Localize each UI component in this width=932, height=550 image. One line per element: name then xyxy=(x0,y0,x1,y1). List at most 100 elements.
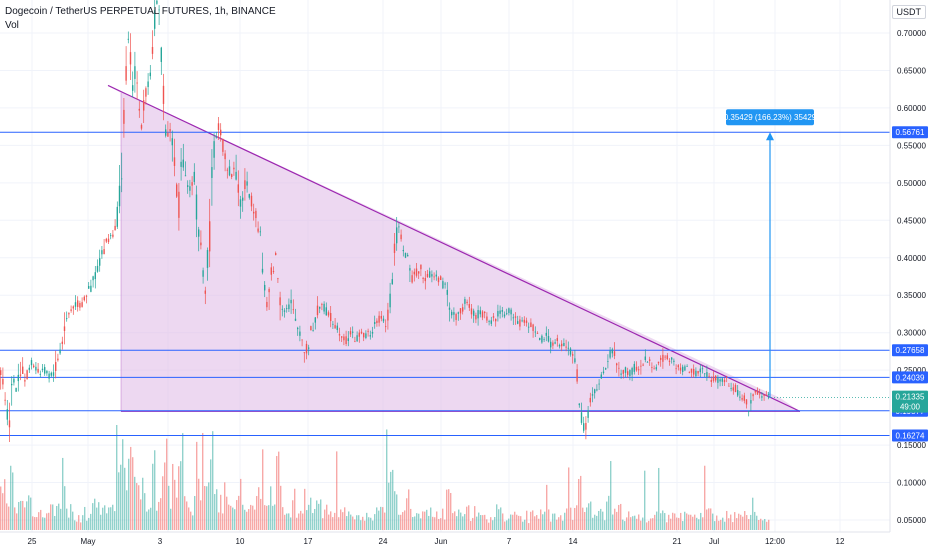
candle-body xyxy=(231,174,233,177)
candle-body xyxy=(479,310,481,315)
candle-body xyxy=(563,342,565,347)
volume-bar xyxy=(648,520,650,530)
candle-body xyxy=(125,66,127,81)
volume-bar xyxy=(494,517,496,530)
candle-body xyxy=(728,385,730,387)
volume-bar xyxy=(592,517,594,530)
volume-bar xyxy=(166,438,168,530)
volume-bar xyxy=(650,518,652,530)
volume-bar xyxy=(212,431,214,530)
candle-body xyxy=(453,312,455,315)
volume-bar xyxy=(550,521,552,530)
candle-body xyxy=(765,394,767,396)
candle-body xyxy=(598,383,600,385)
volume-bar xyxy=(274,504,276,530)
candle-body xyxy=(431,274,433,277)
candle-body xyxy=(301,339,303,341)
volume-bar xyxy=(616,511,618,530)
volume-bar xyxy=(152,463,154,530)
candle-body xyxy=(569,348,572,355)
volume-bar xyxy=(414,516,416,530)
candle-body xyxy=(376,320,378,324)
volume-bar xyxy=(154,450,156,530)
candle-body xyxy=(545,332,547,336)
candle-body xyxy=(347,338,349,341)
candle-body xyxy=(517,321,519,324)
volume-bar xyxy=(722,517,724,530)
candle-body xyxy=(420,264,422,270)
candle-body xyxy=(673,360,675,362)
volume-bar xyxy=(16,513,18,530)
volume-bar xyxy=(318,503,320,530)
volume-bar xyxy=(170,508,172,530)
volume-bar xyxy=(432,516,434,530)
volume-bar xyxy=(112,504,114,530)
candle-body xyxy=(8,420,11,428)
candle-body xyxy=(156,0,158,4)
volume-bar xyxy=(442,508,444,530)
candle-body xyxy=(699,368,701,373)
candle-body xyxy=(200,242,202,246)
volume-bar xyxy=(158,501,160,530)
volume-bar xyxy=(704,465,706,530)
candle-body xyxy=(418,271,420,274)
candle-body xyxy=(147,81,149,88)
volume-bar xyxy=(240,478,242,530)
candle-body xyxy=(583,423,585,431)
candle-body xyxy=(195,194,198,220)
volume-bar xyxy=(44,517,46,530)
volume-bar xyxy=(116,425,118,530)
candle-body xyxy=(277,278,279,280)
volume-bar xyxy=(486,519,488,530)
volume-bar xyxy=(498,509,500,530)
volume-bar xyxy=(540,509,542,530)
volume-bar xyxy=(378,510,380,530)
candle-body xyxy=(708,375,710,377)
candle-body xyxy=(451,311,453,316)
volume-bar xyxy=(636,518,638,530)
candle-body xyxy=(671,357,673,360)
volume-bar xyxy=(182,433,184,530)
candle-body xyxy=(710,380,712,382)
volume-bar xyxy=(520,516,522,530)
candle-body xyxy=(552,342,554,346)
candle-body xyxy=(286,308,288,309)
candle-body xyxy=(528,326,530,328)
x-tick-label: 12:00 xyxy=(765,537,786,546)
candle-body xyxy=(723,379,726,383)
volume-bar xyxy=(370,517,372,530)
candle-body xyxy=(176,184,178,197)
volume-bar xyxy=(766,521,768,530)
candle-body xyxy=(631,368,633,375)
x-tick-label: 14 xyxy=(569,537,578,546)
candle-body xyxy=(391,279,393,285)
volume-bar xyxy=(118,472,120,530)
volume-bar xyxy=(600,508,602,530)
candle-body xyxy=(132,85,134,91)
candle-body xyxy=(217,123,220,130)
volume-bar xyxy=(226,496,228,530)
volume-bar xyxy=(292,500,294,530)
candle-body xyxy=(745,399,748,405)
x-tick-label: 7 xyxy=(507,537,512,546)
candle-body xyxy=(41,368,44,371)
candle-body xyxy=(121,178,123,180)
volume-bar xyxy=(492,520,494,530)
volume-bar xyxy=(130,446,132,530)
candle-body xyxy=(620,373,622,375)
volume-bar xyxy=(270,486,272,530)
candle-body xyxy=(261,268,264,273)
currency-badge[interactable]: USDT xyxy=(891,5,926,19)
volume-bar xyxy=(630,517,632,530)
current-price-label: 0.21335 xyxy=(896,393,925,402)
volume-bar xyxy=(244,509,246,530)
volume-bar xyxy=(460,512,462,530)
volume-bar xyxy=(176,497,178,530)
candle-body xyxy=(444,283,446,285)
candle-body xyxy=(572,354,574,356)
volume-bar xyxy=(752,497,754,530)
volume-bar xyxy=(552,513,554,530)
candle-body xyxy=(576,369,578,382)
volume-bar xyxy=(90,513,92,530)
